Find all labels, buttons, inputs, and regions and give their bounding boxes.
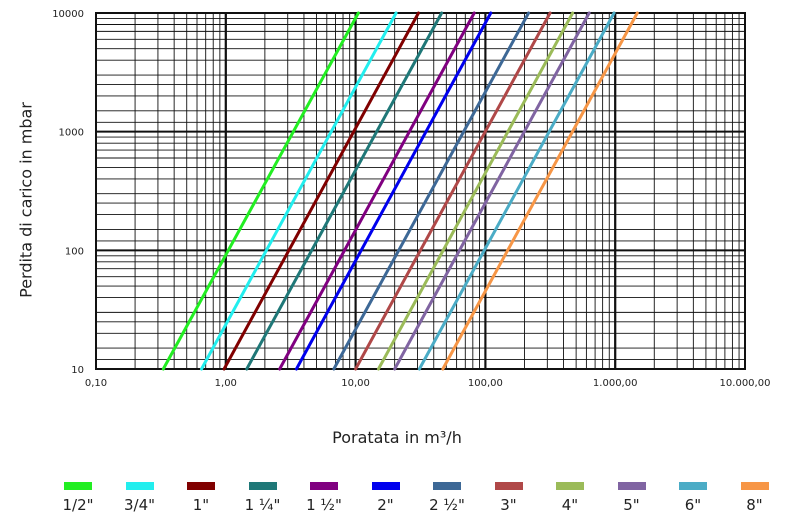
y-tick-label: 10000 — [52, 9, 84, 20]
legend-swatch — [125, 482, 154, 490]
legend-label: 8" — [746, 496, 763, 514]
legend-swatch — [679, 482, 707, 490]
x-axis-label: Poratata in m³/h — [332, 428, 462, 447]
legend-item: 2 ½" — [417, 482, 477, 514]
series-line-1 — [161, 11, 360, 371]
legend-item: 8" — [725, 482, 785, 514]
legend-label: 1 ½" — [306, 496, 342, 514]
x-tick-label: 0,10 — [85, 378, 107, 389]
y-tick-label: 100 — [65, 246, 84, 257]
legend-label: 6" — [684, 496, 702, 514]
legend-swatch — [617, 482, 646, 490]
series-line-7 — [332, 11, 531, 371]
series-line-11 — [417, 11, 616, 371]
legend-swatch — [433, 482, 461, 490]
series-line-6 — [294, 11, 493, 371]
legend-swatch — [371, 482, 400, 490]
legend-label: 1" — [192, 496, 210, 514]
legend-swatch — [187, 482, 215, 490]
series-lines — [161, 11, 639, 371]
legend-item: 1 ½" — [294, 482, 354, 514]
series-line-12 — [441, 11, 639, 371]
legend-label: 1 ¼" — [244, 496, 281, 514]
series-line-3 — [222, 11, 420, 371]
legend-item: 2" — [356, 482, 416, 514]
legend-swatch — [740, 482, 769, 490]
series-line-9 — [376, 11, 575, 371]
x-tick-label: 1.000,00 — [593, 378, 638, 389]
legend-label: 5" — [623, 496, 640, 514]
legend-swatch — [248, 482, 277, 490]
legend-label: 4" — [561, 496, 579, 514]
legend-item: 3" — [479, 482, 539, 514]
legend-item: 1/2" — [48, 482, 108, 514]
series-line-4 — [245, 11, 444, 371]
legend: 1/2" 3/4" 1" 1 ¼" 1 ½" 2" 2 ½" 3" 4" 5" 6" 8" — [45, 482, 785, 522]
series-line-8 — [354, 11, 552, 371]
y-tick-label: 1000 — [59, 128, 84, 139]
legend-item: 1" — [171, 482, 231, 514]
series-line-10 — [393, 11, 591, 371]
series-line-2 — [200, 11, 398, 371]
legend-item: 5" — [602, 482, 662, 514]
legend-item: 3/4" — [110, 482, 170, 514]
legend-label: 1/2" — [62, 496, 94, 514]
legend-label: 3" — [500, 496, 517, 514]
x-tick-label: 10.000,00 — [720, 378, 771, 389]
x-tick-label: 1,00 — [215, 378, 237, 389]
legend-item: 1 ¼" — [233, 482, 293, 514]
legend-swatch — [556, 482, 584, 490]
legend-item: 4" — [540, 482, 600, 514]
x-tick-label: 10,00 — [341, 378, 370, 389]
legend-swatch — [310, 482, 338, 490]
y-axis-label: Perdita di carico in mbar — [16, 102, 36, 298]
legend-label: 2 ½" — [429, 496, 465, 514]
legend-label: 2" — [377, 496, 394, 514]
tick-labels: 0,10 1,00 10,00 100,00 1.000,00 10.000,00 10 10… — [52, 9, 770, 389]
series-line-5 — [278, 11, 476, 371]
legend-label: 3/4" — [123, 496, 156, 514]
x-tick-label: 100,00 — [468, 378, 503, 389]
y-tick-label: 10 — [71, 365, 84, 376]
legend-item: 6" — [663, 482, 723, 514]
legend-swatch — [494, 482, 523, 490]
legend-swatch — [64, 482, 92, 490]
